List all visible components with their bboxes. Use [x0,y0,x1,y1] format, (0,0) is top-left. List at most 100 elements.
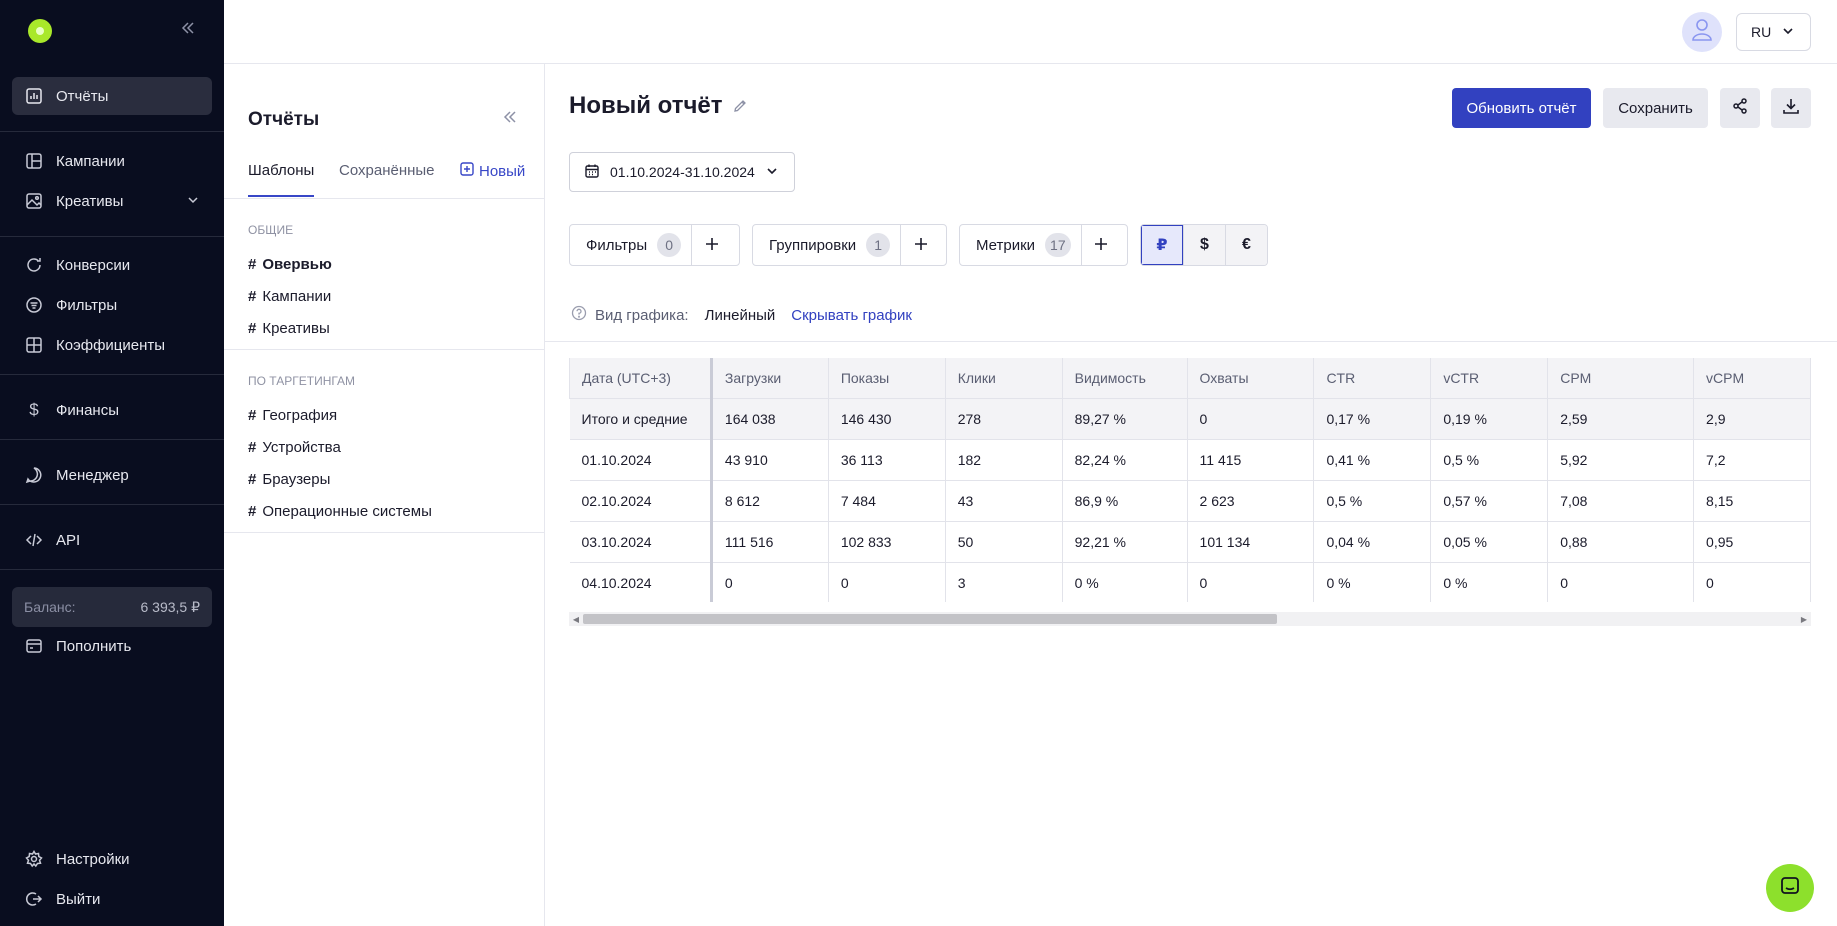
refresh-report-button[interactable]: Обновить отчёт [1452,88,1591,128]
column-header[interactable]: Загрузки [710,358,829,399]
new-report-button[interactable]: Новый [460,162,525,180]
template-item[interactable]: # Кампании [248,288,331,305]
template-label: Овервью [262,256,332,273]
table-cell: 43 [945,480,1063,522]
chart-view-select[interactable]: Линейный [704,306,776,324]
table-cell: 86,9 % [1062,480,1188,522]
column-header[interactable]: vCPM [1693,358,1811,399]
sidebar-item-finance[interactable]: $ Финансы [12,391,212,429]
table-cell: 0 [711,562,829,602]
column-header[interactable]: Видимость [1061,358,1188,399]
template-item[interactable]: # Креативы [248,320,330,337]
sidebar-item-api[interactable]: API [12,521,212,559]
sidebar-item-label: Настройки [56,850,130,868]
date-range-picker[interactable]: 01.10.2024-31.10.2024 [569,152,795,192]
template-item[interactable]: # Овервью [248,256,332,273]
share-button[interactable] [1720,88,1760,128]
collapse-panel-icon[interactable] [502,109,518,130]
table-cell: 0,5 % [1430,439,1549,481]
sidebar-item-label: Отчёты [56,87,109,105]
template-label: Креативы [262,320,330,337]
language-select[interactable]: RU [1736,13,1811,51]
divider [0,504,224,505]
sidebar-item-topup[interactable]: Пополнить [12,627,212,665]
column-header[interactable]: vCTR [1430,358,1549,399]
add-grouping-button[interactable] [900,225,940,265]
table-cell: 2,9 [1693,398,1811,440]
download-button[interactable] [1771,88,1811,128]
divider [224,532,544,533]
support-chat-button[interactable] [1766,864,1814,912]
hash-icon: # [248,439,257,456]
report-table-container: Дата (UTC+3) Загрузки Показы Клики Видим… [569,358,1811,602]
page-title: Новый отчёт [569,92,723,119]
table-cell: 01.10.2024 [569,439,713,481]
template-item[interactable]: # Устройства [248,439,341,456]
table-cell: 102 833 [828,521,946,563]
table-cell: 0,04 % [1313,521,1432,563]
currency-rub-button[interactable]: ₽ [1141,225,1183,265]
sidebar-item-reports[interactable]: Отчёты [12,77,212,115]
avatar[interactable] [1682,12,1722,52]
metrics-chip[interactable]: Метрики 17 [959,224,1128,266]
sidebar-item-label: Финансы [56,401,119,419]
table-cell: 04.10.2024 [569,562,713,602]
filters-chip-label-group[interactable]: Фильтры 0 [570,225,691,265]
divider [0,236,224,237]
save-button[interactable]: Сохранить [1603,88,1708,128]
template-label: Браузеры [262,471,331,488]
new-report-label: Новый [479,162,526,180]
scroll-left-icon[interactable]: ◀ [572,614,580,624]
pencil-icon[interactable] [733,92,748,120]
metrics-chip-label-group[interactable]: Метрики 17 [960,225,1081,265]
column-header[interactable]: Охваты [1186,358,1315,399]
template-item[interactable]: # Операционные системы [248,503,432,520]
column-header[interactable]: CTR [1313,358,1432,399]
sidebar-item-campaigns[interactable]: Кампании [12,142,212,180]
column-header[interactable]: Дата (UTC+3) [569,358,713,399]
table-cell: 0 % [1062,562,1188,602]
table-total-row: Итого и средние 164 038 146 430 278 89,2… [569,398,1811,440]
metrics-label: Метрики [976,236,1036,254]
filter-list-icon [24,295,44,315]
scroll-right-icon[interactable]: ▶ [1800,614,1808,624]
currency-usd-button[interactable]: $ [1183,225,1225,265]
groupings-chip[interactable]: Группировки 1 [752,224,947,266]
column-header[interactable]: Показы [827,358,946,399]
sidebar-item-manager[interactable]: Менеджер [12,456,212,494]
table-cell: 0,57 % [1430,480,1549,522]
logo[interactable] [28,19,52,43]
card-icon [24,636,44,656]
filters-chip[interactable]: Фильтры 0 [569,224,740,266]
table-cell: 182 [945,439,1063,481]
groupings-chip-label-group[interactable]: Группировки 1 [753,225,900,265]
horizontal-scrollbar[interactable]: ◀ ▶ [569,612,1811,626]
add-metric-button[interactable] [1080,225,1121,265]
column-header[interactable]: Клики [944,358,1063,399]
sidebar-item-logout[interactable]: Выйти [12,880,212,918]
tab-saved[interactable]: Сохранённые [339,162,435,179]
chevron-down-icon[interactable] [186,193,200,211]
sidebar-item-creatives[interactable]: Креативы [12,182,212,220]
table-cell: 0,41 % [1313,439,1432,481]
table-cell: 0 % [1313,562,1432,602]
help-circle-icon[interactable] [571,305,587,325]
table-cell: 101 134 [1187,521,1315,563]
currency-eur-button[interactable]: € [1225,225,1267,265]
sidebar-item-settings[interactable]: Настройки [12,840,212,878]
sidebar-item-coefficients[interactable]: Коэффициенты [12,326,212,364]
table-header-row: Дата (UTC+3) Загрузки Показы Клики Видим… [569,358,1811,399]
scrollbar-thumb[interactable] [583,614,1277,624]
template-item[interactable]: # География [248,407,337,424]
table-cell: 164 038 [711,398,829,440]
hide-chart-link[interactable]: Скрывать график [791,306,912,324]
sidebar-item-conversions[interactable]: Конверсии [12,246,212,284]
template-item[interactable]: # Браузеры [248,471,330,488]
add-filter-button[interactable] [691,225,731,265]
collapse-sidebar-icon[interactable] [180,20,196,41]
calendar-icon [584,163,600,182]
column-header[interactable]: CPM [1547,358,1695,399]
sidebar-item-filters[interactable]: Фильтры [12,286,212,324]
user-icon [1691,18,1713,46]
tab-templates[interactable]: Шаблоны [248,162,315,179]
